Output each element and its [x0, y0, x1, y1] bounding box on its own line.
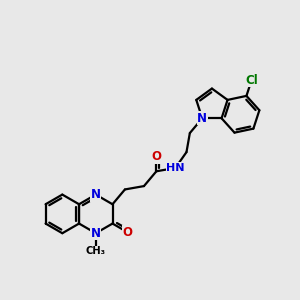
Text: Cl: Cl	[245, 74, 258, 87]
Text: O: O	[152, 150, 161, 163]
Text: N: N	[91, 188, 101, 201]
Text: HN: HN	[166, 163, 185, 173]
Text: N: N	[197, 112, 207, 125]
Text: O: O	[122, 226, 132, 239]
Text: CH₃: CH₃	[86, 246, 106, 256]
Text: N: N	[91, 227, 101, 240]
